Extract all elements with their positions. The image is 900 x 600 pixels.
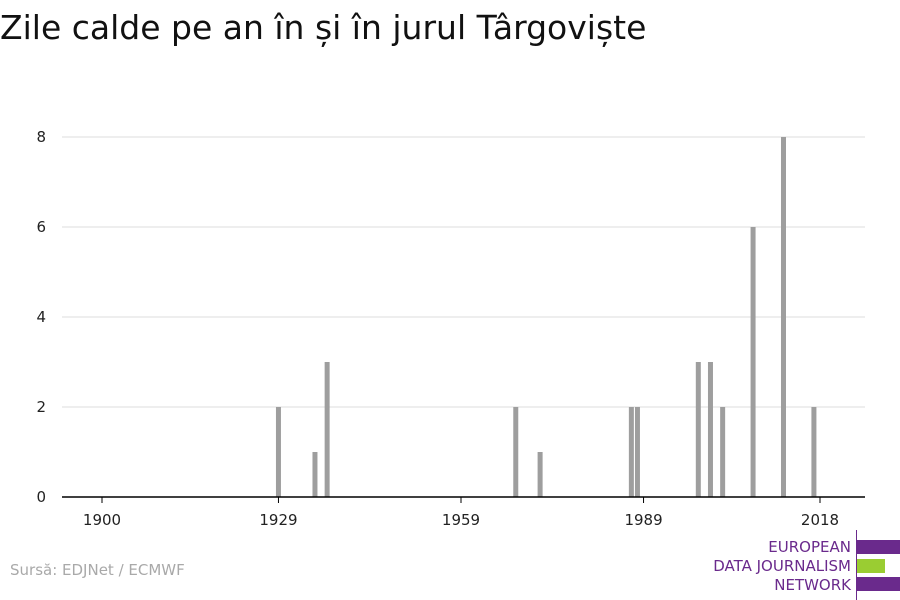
- x-tick-label-2018: 2018: [801, 511, 839, 529]
- bar-1968: [513, 407, 519, 497]
- logo-separator: [856, 530, 857, 600]
- logo-bar-green: [857, 559, 885, 573]
- logo-bar-purple-top: [857, 540, 900, 554]
- y-axis-labels: 0 2 4 6 8: [36, 128, 46, 506]
- y-tick-label-8: 8: [36, 128, 46, 146]
- x-tick-label-1929: 1929: [259, 511, 297, 529]
- x-tick-label-1989: 1989: [624, 511, 662, 529]
- x-axis-ticks: 1900 1929 1959 1989 2018: [83, 497, 839, 529]
- x-tick-label-1900: 1900: [83, 511, 121, 529]
- chart-title: Zile calde pe an în și în jurul Târgoviș…: [0, 8, 647, 47]
- gridlines: [62, 136, 865, 408]
- bar-1987: [628, 407, 634, 497]
- bars: [275, 137, 817, 497]
- bar-2007: [750, 227, 756, 497]
- bar-2002: [720, 407, 726, 497]
- bar-1998: [695, 362, 701, 497]
- bar-1972: [537, 452, 543, 497]
- y-tick-label-6: 6: [36, 218, 46, 236]
- y-tick-label-4: 4: [36, 308, 46, 326]
- logo-bar-purple-bottom: [857, 577, 900, 591]
- logo-line-data-journalism: DATA JOURNALISM: [713, 557, 851, 575]
- bar-2000: [707, 362, 713, 497]
- bar-2017: [811, 407, 817, 497]
- bar-1937: [324, 362, 330, 497]
- logo-line-network: NETWORK: [774, 576, 851, 594]
- bar-2012: [780, 137, 786, 497]
- bar-chart: 1900 1929 1959 1989 2018 0 2 4 6 8: [36, 128, 865, 529]
- logo-line-european: EUROPEAN: [768, 538, 851, 556]
- y-tick-label-0: 0: [36, 488, 46, 506]
- x-tick-label-1959: 1959: [442, 511, 480, 529]
- bar-1929: [275, 407, 281, 497]
- bar-1935: [312, 452, 318, 497]
- edjnet-logo: EUROPEAN DATA JOURNALISM NETWORK: [700, 530, 900, 600]
- y-tick-label-2: 2: [36, 398, 46, 416]
- source-note: Sursă: EDJNet / ECMWF: [10, 561, 185, 579]
- bar-1988: [634, 407, 640, 497]
